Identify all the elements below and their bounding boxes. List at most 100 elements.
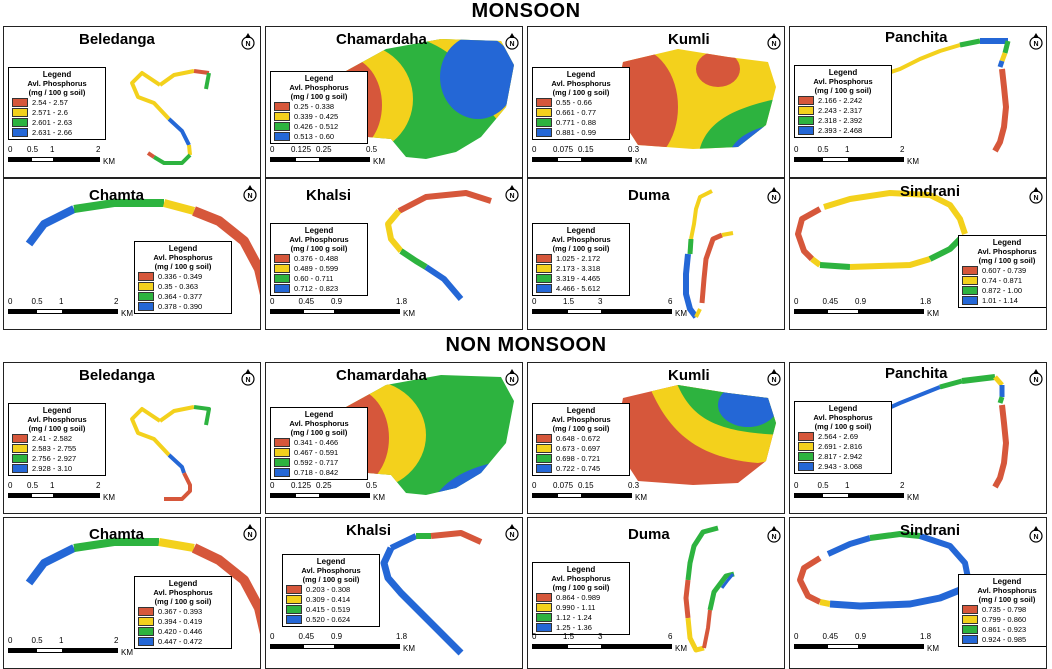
legend-item: 1.01 - 1.14 <box>962 295 1046 305</box>
north-label: N <box>771 41 776 48</box>
map-panel-non_monsoon-chamardaha: Chamardaha N Legend Avl. Phosphorus (mg / … <box>265 362 523 514</box>
legend-swatch <box>798 431 814 441</box>
legend-item: 1.025 - 2.172 <box>536 253 626 263</box>
north-arrow-icon: N <box>1028 33 1044 51</box>
station-name: Duma <box>628 526 670 543</box>
legend-range: 0.378 - 0.390 <box>158 301 203 311</box>
scale-tick-label: 0.25 <box>316 481 332 490</box>
legend-item: 0.799 - 0.860 <box>962 614 1046 624</box>
legend-item: 2.393 - 2.468 <box>798 125 888 135</box>
legend-swatch <box>536 253 552 263</box>
legend-range: 0.55 - 0.66 <box>556 97 592 107</box>
legend-range: 0.341 - 0.466 <box>294 437 339 447</box>
legend-swatch <box>138 291 154 301</box>
map-panel-monsoon-khalsi: Khalsi N Legend Avl. Phosphorus (mg / 100 … <box>265 178 523 330</box>
legend-swatch <box>274 263 290 273</box>
north-label: N <box>1033 41 1038 48</box>
legend-range: 0.339 - 0.425 <box>294 111 339 121</box>
legend-title: Legend <box>828 404 858 413</box>
scale-tick-label: 6 <box>668 632 673 641</box>
legend-subtitle: Avl. Phosphorus <box>551 574 611 583</box>
legend-swatch <box>274 111 290 121</box>
scale-tick-label: 0 <box>8 481 13 490</box>
scale-tick-label: 0.45 <box>298 297 315 306</box>
legend-title: Legend <box>992 577 1022 586</box>
station-name: Chamta <box>89 187 145 204</box>
scale-tick-label: 2 <box>900 145 905 154</box>
legend-title: Legend <box>168 579 198 588</box>
legend-unit: (mg / 100 g soil) <box>978 256 1036 265</box>
legend-item: 0.513 - 0.60 <box>274 131 364 141</box>
scale-tick-label: 0.5 <box>31 297 43 306</box>
legend-item: 0.872 - 1.00 <box>962 285 1046 295</box>
scale-tick-label: 0.25 <box>316 145 332 154</box>
scale-segment <box>302 644 335 649</box>
scale-tick-label: 1.8 <box>396 297 408 306</box>
legend-subtitle: Avl. Phosphorus <box>289 83 349 92</box>
scale-tick-label: 0.125 <box>291 145 312 154</box>
legend-swatch <box>12 97 28 107</box>
scale-tick-label: 1 <box>845 481 850 490</box>
legend-range: 1.12 - 1.24 <box>556 612 592 622</box>
map-panel-non_monsoon-beledanga: Beledanga N Legend Avl. Phosphorus (mg / 1… <box>3 362 261 514</box>
scale-segment <box>35 309 63 314</box>
legend-range: 0.990 - 1.11 <box>556 602 596 612</box>
station-map <box>618 49 776 149</box>
legend-box: Legend Avl. Phosphorus (mg / 100 g soil)… <box>282 554 380 627</box>
legend-item: 0.718 - 0.842 <box>274 467 364 477</box>
legend-box: Legend Avl. Phosphorus (mg / 100 g soil)… <box>270 407 368 480</box>
station-map <box>881 374 1009 489</box>
legend-swatch <box>138 301 154 311</box>
monsoon-heading: MONSOON <box>471 0 581 22</box>
legend-title: Legend <box>992 238 1022 247</box>
scale-tick-label: 1 <box>50 481 55 490</box>
legend-range: 0.415 - 0.519 <box>306 604 351 614</box>
legend-subtitle: Avl. Phosphorus <box>813 413 873 422</box>
legend-range: 2.601 - 2.63 <box>32 117 73 127</box>
north-arrow-icon: N <box>766 369 782 387</box>
north-arrow-icon: N <box>504 185 520 203</box>
legend-range: 2.571 - 2.6 <box>32 107 68 117</box>
north-arrow-icon: N <box>1028 526 1044 544</box>
station-map <box>380 530 483 656</box>
scale-segment <box>821 493 849 498</box>
scale-tick-label: 0.45 <box>822 297 839 306</box>
north-label: N <box>771 534 776 541</box>
scale-segment <box>794 157 822 162</box>
legend-swatch <box>536 97 552 107</box>
legend-range: 0.25 - 0.338 <box>294 101 335 111</box>
scale-bar: 0 0.5 1 2 KM <box>8 481 130 505</box>
legend-item: 0.447 - 0.472 <box>138 636 228 646</box>
legend-range: 0.872 - 1.00 <box>982 285 1023 295</box>
station-name: Chamardaha <box>336 31 427 48</box>
scale-bar: 0 0.45 0.9 1.8 KM <box>794 632 954 656</box>
legend-item: 1.25 - 1.36 <box>536 622 626 632</box>
legend-swatch <box>962 634 978 644</box>
legend-subtitle: Avl. Phosphorus <box>551 415 611 424</box>
legend-range: 0.881 - 0.99 <box>556 127 597 137</box>
legend-title: Legend <box>566 70 596 79</box>
legend-item: 0.341 - 0.466 <box>274 437 364 447</box>
scale-segment <box>8 493 31 498</box>
scale-unit: KM <box>121 648 133 657</box>
scale-tick-label: 0 <box>532 632 537 641</box>
scale-bar: 0 1.5 3 6 KM <box>532 632 702 656</box>
legend-item: 2.54 - 2.57 <box>12 97 102 107</box>
north-label: N <box>771 195 776 202</box>
legend-item: 2.318 - 2.392 <box>798 115 888 125</box>
scale-segment <box>270 309 303 314</box>
legend-box: Legend Avl. Phosphorus (mg / 100 g soil)… <box>134 576 232 649</box>
scale-segment <box>582 157 632 162</box>
scale-segment <box>826 309 859 314</box>
legend-range: 0.203 - 0.308 <box>306 584 351 594</box>
legend-swatch <box>138 606 154 616</box>
legend-range: 2.41 - 2.582 <box>32 433 73 443</box>
legend-item: 3.319 - 4.465 <box>536 273 626 283</box>
legend-item: 0.60 - 0.711 <box>274 273 364 283</box>
legend-range: 0.698 - 0.721 <box>556 453 601 463</box>
scale-unit: KM <box>907 493 919 502</box>
scale-unit: KM <box>907 157 919 166</box>
north-arrow-icon: N <box>766 33 782 51</box>
scale-bar: 0 0.125 0.25 0.5 KM <box>270 481 400 505</box>
scale-tick-label: 1.8 <box>920 297 932 306</box>
